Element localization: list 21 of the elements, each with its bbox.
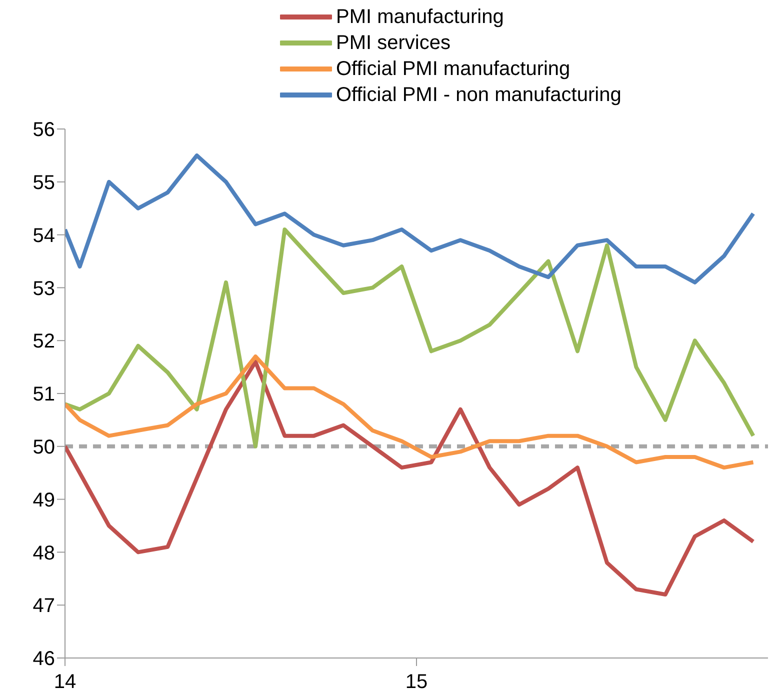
y-tick-label: 52 bbox=[32, 330, 55, 353]
y-tick-label: 56 bbox=[32, 119, 55, 142]
y-tick-label: 51 bbox=[32, 384, 55, 406]
line-series bbox=[65, 153, 756, 284]
legend-label: PMI services bbox=[336, 31, 450, 56]
y-tick-label: 55 bbox=[32, 172, 55, 194]
x-tick-label: 15 bbox=[405, 671, 428, 694]
y-tick-label: 54 bbox=[32, 224, 55, 247]
y-tick-label: 47 bbox=[32, 595, 55, 618]
y-tick-label: 53 bbox=[32, 278, 55, 300]
line-series bbox=[65, 228, 756, 448]
y-tick-label: 50 bbox=[32, 436, 55, 458]
legend-label: PMI manufacturing bbox=[336, 5, 504, 30]
y-tick-label: 49 bbox=[32, 489, 55, 512]
legend-label: Official PMI manufacturing bbox=[336, 57, 570, 82]
legend-label: Official PMI - non manufacturing bbox=[336, 83, 622, 108]
y-tick-label: 48 bbox=[32, 542, 55, 564]
line-series bbox=[65, 354, 756, 470]
line-series bbox=[65, 360, 756, 597]
x-tick-label: 14 bbox=[54, 671, 76, 694]
y-tick-label: 46 bbox=[32, 648, 55, 670]
